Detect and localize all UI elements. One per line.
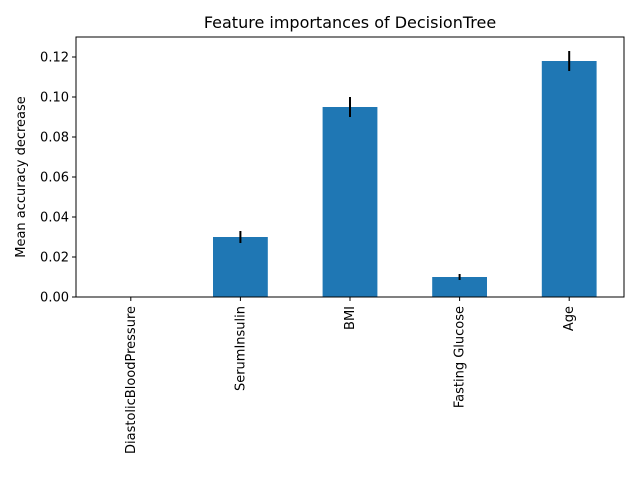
y-axis-label: Mean accuracy decrease (14, 96, 29, 258)
plot-frame (75, 36, 625, 298)
bar (213, 237, 268, 297)
bar (432, 277, 487, 297)
x-tick-label: DiastolicBloodPressure (124, 306, 139, 454)
y-tick-label: 0.12 (40, 51, 69, 66)
chart-title: Feature importances of DecisionTree (204, 13, 496, 32)
x-tick-label: Age (562, 306, 577, 331)
y-tick-label: 0.08 (40, 131, 69, 146)
y-tick-label: 0.00 (40, 291, 69, 306)
x-tick-label: SerumInsulin (233, 306, 248, 391)
y-tick-label: 0.06 (40, 171, 69, 186)
y-tick-label: 0.02 (40, 251, 69, 266)
y-tick-label: 0.04 (40, 211, 69, 226)
bar (541, 61, 597, 297)
error-bars-group (239, 51, 571, 280)
x-tick-label: Fasting Glucose (453, 306, 468, 408)
bars-group (213, 61, 597, 297)
bar (322, 107, 378, 297)
y-axis: 0.00 0.02 0.04 0.06 0.08 0.10 0.12 (40, 51, 76, 306)
x-tick-label: BMI (343, 306, 358, 330)
y-tick-label: 0.10 (40, 91, 69, 106)
x-axis: DiastolicBloodPressure SerumInsulin BMI Fas… (124, 297, 577, 454)
